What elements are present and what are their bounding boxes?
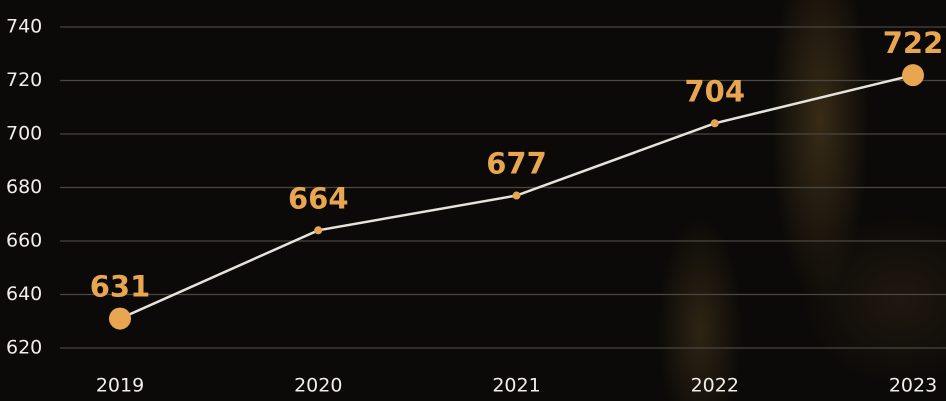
value-label: 704 bbox=[684, 74, 745, 108]
marker bbox=[314, 226, 323, 235]
marker bbox=[710, 119, 719, 128]
y-tick-label: 700 bbox=[6, 123, 42, 145]
x-tick-label: 2023 bbox=[889, 375, 937, 397]
y-tick-label: 620 bbox=[6, 337, 42, 359]
x-tick-label: 2020 bbox=[294, 375, 342, 397]
marker bbox=[109, 307, 131, 330]
y-tick-label: 720 bbox=[6, 69, 42, 91]
value-label: 677 bbox=[486, 147, 547, 181]
marker bbox=[902, 64, 924, 87]
value-label: 631 bbox=[90, 270, 151, 304]
y-tick-label: 680 bbox=[6, 176, 42, 198]
value-label: 722 bbox=[883, 26, 944, 60]
x-tick-label: 2022 bbox=[691, 375, 739, 397]
y-tick-label: 640 bbox=[6, 283, 42, 305]
y-tick-label: 660 bbox=[6, 230, 42, 252]
x-tick-label: 2019 bbox=[96, 375, 144, 397]
x-tick-label: 2021 bbox=[492, 375, 540, 397]
value-label: 664 bbox=[288, 181, 349, 215]
marker bbox=[512, 191, 521, 200]
y-tick-label: 740 bbox=[6, 16, 42, 38]
